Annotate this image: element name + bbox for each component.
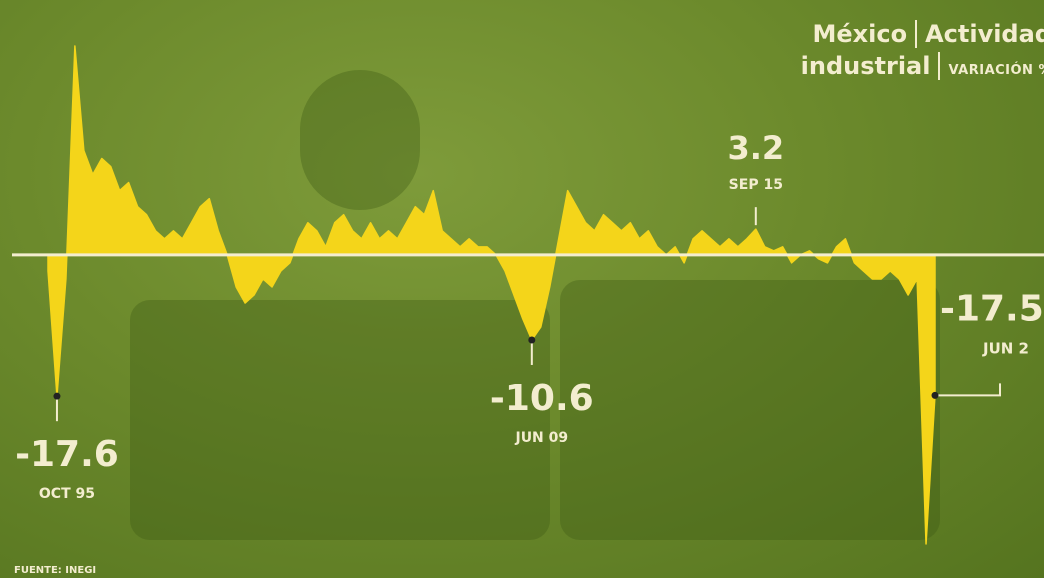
unit-label: VARIACIÓN % bbox=[948, 63, 1044, 78]
annotation-value: -10.6 bbox=[490, 378, 594, 419]
annotation-dot bbox=[931, 391, 939, 399]
leader-line bbox=[935, 383, 1001, 397]
chart-title-block: México Actividad industrial VARIACIÓN % bbox=[712, 18, 1044, 87]
annotation-value: 3.2 bbox=[727, 129, 784, 167]
annotation-dot bbox=[528, 336, 536, 344]
separator bbox=[938, 52, 941, 80]
annotation-date: SEP 15 bbox=[729, 177, 783, 193]
background-shape bbox=[560, 280, 940, 540]
annotation-date: OCT 95 bbox=[39, 486, 95, 502]
annotation-date: JUN 2 bbox=[982, 339, 1029, 357]
separator bbox=[915, 20, 918, 48]
background-shape bbox=[130, 300, 550, 540]
annotation-dot bbox=[53, 392, 61, 400]
annotation-value: -17.5 bbox=[940, 288, 1044, 329]
annotation-value: -17.6 bbox=[15, 434, 119, 475]
area bbox=[47, 45, 936, 545]
annotation-date: JUN 09 bbox=[514, 430, 568, 446]
chart-title: México bbox=[812, 20, 908, 48]
background-shape bbox=[300, 70, 420, 210]
source: FUENTE: INEGI bbox=[14, 565, 97, 576]
chart-subtitle: Actividad industrial bbox=[800, 20, 1044, 80]
